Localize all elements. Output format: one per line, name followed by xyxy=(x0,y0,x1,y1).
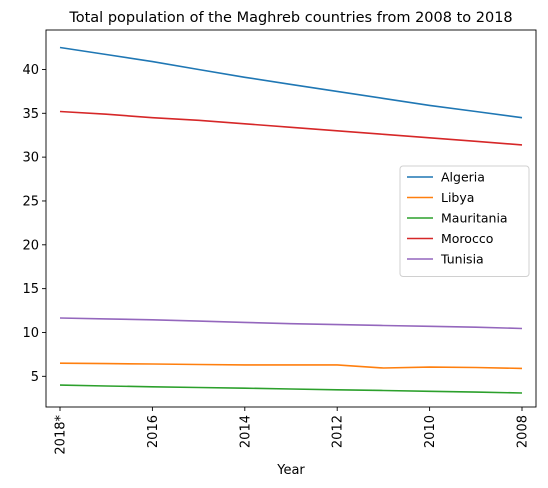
series-line-libya xyxy=(59,362,523,370)
series-line-tunisia xyxy=(59,317,523,330)
y-tick-label: 40 xyxy=(22,63,39,78)
legend-label: Morocco xyxy=(441,231,493,246)
x-tick-label: 2014 xyxy=(238,415,253,448)
y-tick-label: 15 xyxy=(22,282,39,297)
legend: Algeria Libya Mauritania Morocco Tunisia xyxy=(399,165,530,277)
y-tick-label: 5 xyxy=(31,370,39,385)
y-tick-label: 20 xyxy=(22,238,39,253)
legend-label: Algeria xyxy=(441,170,485,185)
plot-frame xyxy=(45,29,537,408)
plot-area xyxy=(45,29,537,408)
x-axis: 2018* 2016 2014 2012 2010 2008 xyxy=(54,407,531,455)
x-tick-label: 2018* xyxy=(54,415,69,455)
legend-label: Tunisia xyxy=(440,252,484,267)
x-tick-label: 2008 xyxy=(516,415,531,448)
y-tick-label: 35 xyxy=(22,107,39,122)
x-axis-title: Year xyxy=(276,463,305,478)
x-tick-label: 2010 xyxy=(423,415,438,448)
legend-box xyxy=(399,165,530,277)
chart-title: Total population of the Maghreb countrie… xyxy=(68,10,512,26)
legend-label: Mauritania xyxy=(441,211,508,226)
y-tick-label: 25 xyxy=(22,194,39,209)
legend-label: Libya xyxy=(441,190,474,205)
x-tick-label: 2012 xyxy=(331,415,346,448)
y-tick-label: 10 xyxy=(22,326,39,341)
series-layer xyxy=(59,46,523,394)
series-line-algeria xyxy=(59,46,523,119)
series-line-morocco xyxy=(59,110,523,146)
y-tick-label: 30 xyxy=(22,151,39,166)
series-line-mauritania xyxy=(59,384,523,394)
x-tick-label: 2016 xyxy=(146,415,161,448)
y-axis: 5 10 15 20 25 30 35 40 xyxy=(22,63,46,385)
